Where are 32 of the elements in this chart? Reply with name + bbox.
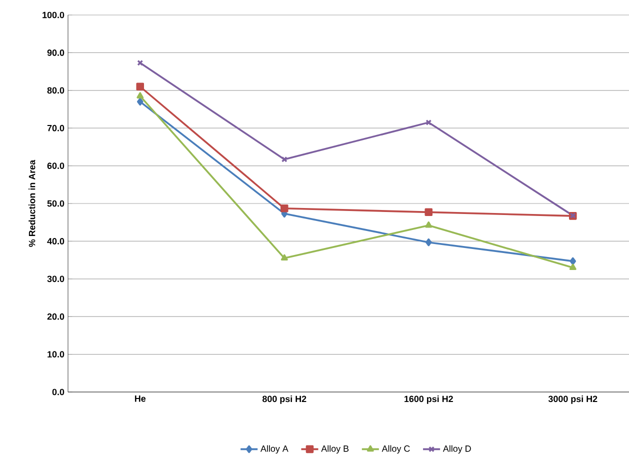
point [281,156,288,162]
y-tick-label: 30.0 [47,276,64,282]
x-tick-label: 800 psi H2 [262,396,306,404]
y-tick-label: 0.0 [52,388,64,396]
point [136,92,144,98]
point [569,264,576,270]
y-tick-label: 50.0 [47,200,64,207]
y-tick-label: 90.0 [47,50,64,56]
point [136,82,144,91]
point [280,254,288,261]
legend-label: Alloy C [382,445,410,454]
y-axis-title: % Reduction in Area [28,160,36,247]
x-tick-label: 1600 psi H2 [404,396,453,404]
point [280,204,288,212]
y-tick-label: 60.0 [47,162,64,169]
legend-label: Alloy A [260,445,288,454]
x-tick-label: 3000 psi H2 [548,396,598,404]
y-tick-label: 70.0 [47,124,64,132]
x-tick-label: He [134,396,146,402]
y-tick-label: 10.0 [48,351,64,358]
point [425,238,432,246]
y-tick-label: 20.0 [47,313,64,320]
point [136,98,144,106]
y-tick-label: 40.0 [47,238,64,244]
legend-label: Alloy B [321,445,349,454]
y-tick-label: 100.0 [42,12,64,18]
legend-label: Alloy D [442,445,471,454]
point [425,221,432,228]
point [570,257,576,266]
point [426,119,432,126]
y-tick-label: 80.0 [47,87,64,94]
point [424,208,433,216]
